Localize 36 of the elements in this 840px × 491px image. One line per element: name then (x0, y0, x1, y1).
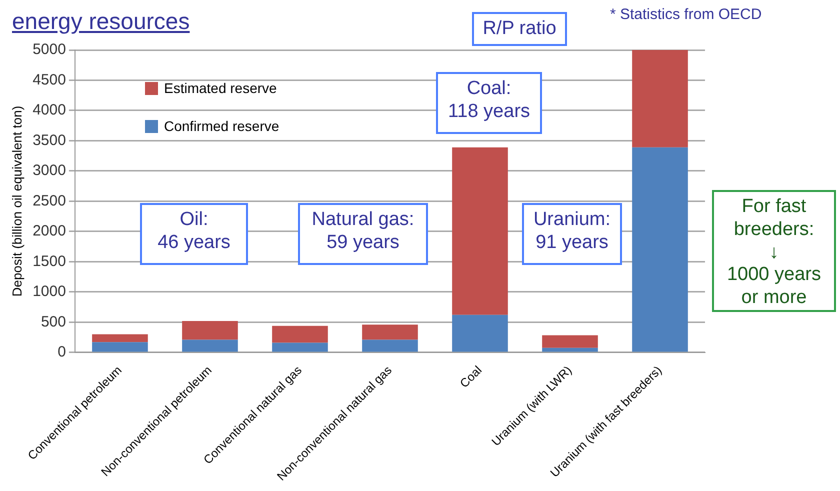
y-tick-label: 5000 (32, 41, 66, 58)
legend-label: Estimated reserve (164, 80, 277, 96)
y-tick-label: 4000 (32, 102, 66, 119)
bar (632, 147, 688, 352)
y-tick-label: 2500 (32, 192, 66, 210)
y-tick-label: 500 (40, 313, 66, 330)
text: For fast breeders: ↓ 1000 years or more (712, 190, 836, 312)
bar (272, 326, 328, 343)
y-tick-label: 3000 (32, 162, 66, 180)
y-tick-label: 1500 (32, 252, 66, 270)
y-tick-label: 0 (58, 344, 66, 361)
y-tick-label: 2000 (32, 222, 66, 240)
text: * Statistics from OECD (610, 6, 830, 46)
y-tick-label: 3500 (32, 132, 66, 149)
chart-title: energy resources (12, 8, 190, 35)
bar (542, 348, 598, 352)
bar (452, 147, 508, 315)
y-tick-label: 4500 (32, 71, 66, 88)
bar (92, 342, 148, 352)
y-axis-title: Deposit (billion oil equivalent ton) (9, 106, 24, 297)
bar (452, 314, 508, 352)
annotation: Uranium: 91 years (522, 203, 622, 265)
bar (272, 342, 328, 352)
annotation: Natural gas: 59 years (298, 203, 428, 265)
annotation: Coal: 118 years (436, 72, 542, 134)
bar (362, 340, 418, 352)
bar (632, 50, 688, 148)
bar (182, 320, 238, 340)
bar (362, 324, 418, 340)
bar (92, 334, 148, 342)
annotation: Oil: 46 years (140, 203, 248, 265)
legend-label: Confirmed reserve (164, 118, 280, 134)
y-tick-label: 1000 (32, 283, 66, 300)
text: R/P ratio (472, 12, 567, 46)
bar (542, 335, 598, 348)
bar (182, 340, 238, 352)
